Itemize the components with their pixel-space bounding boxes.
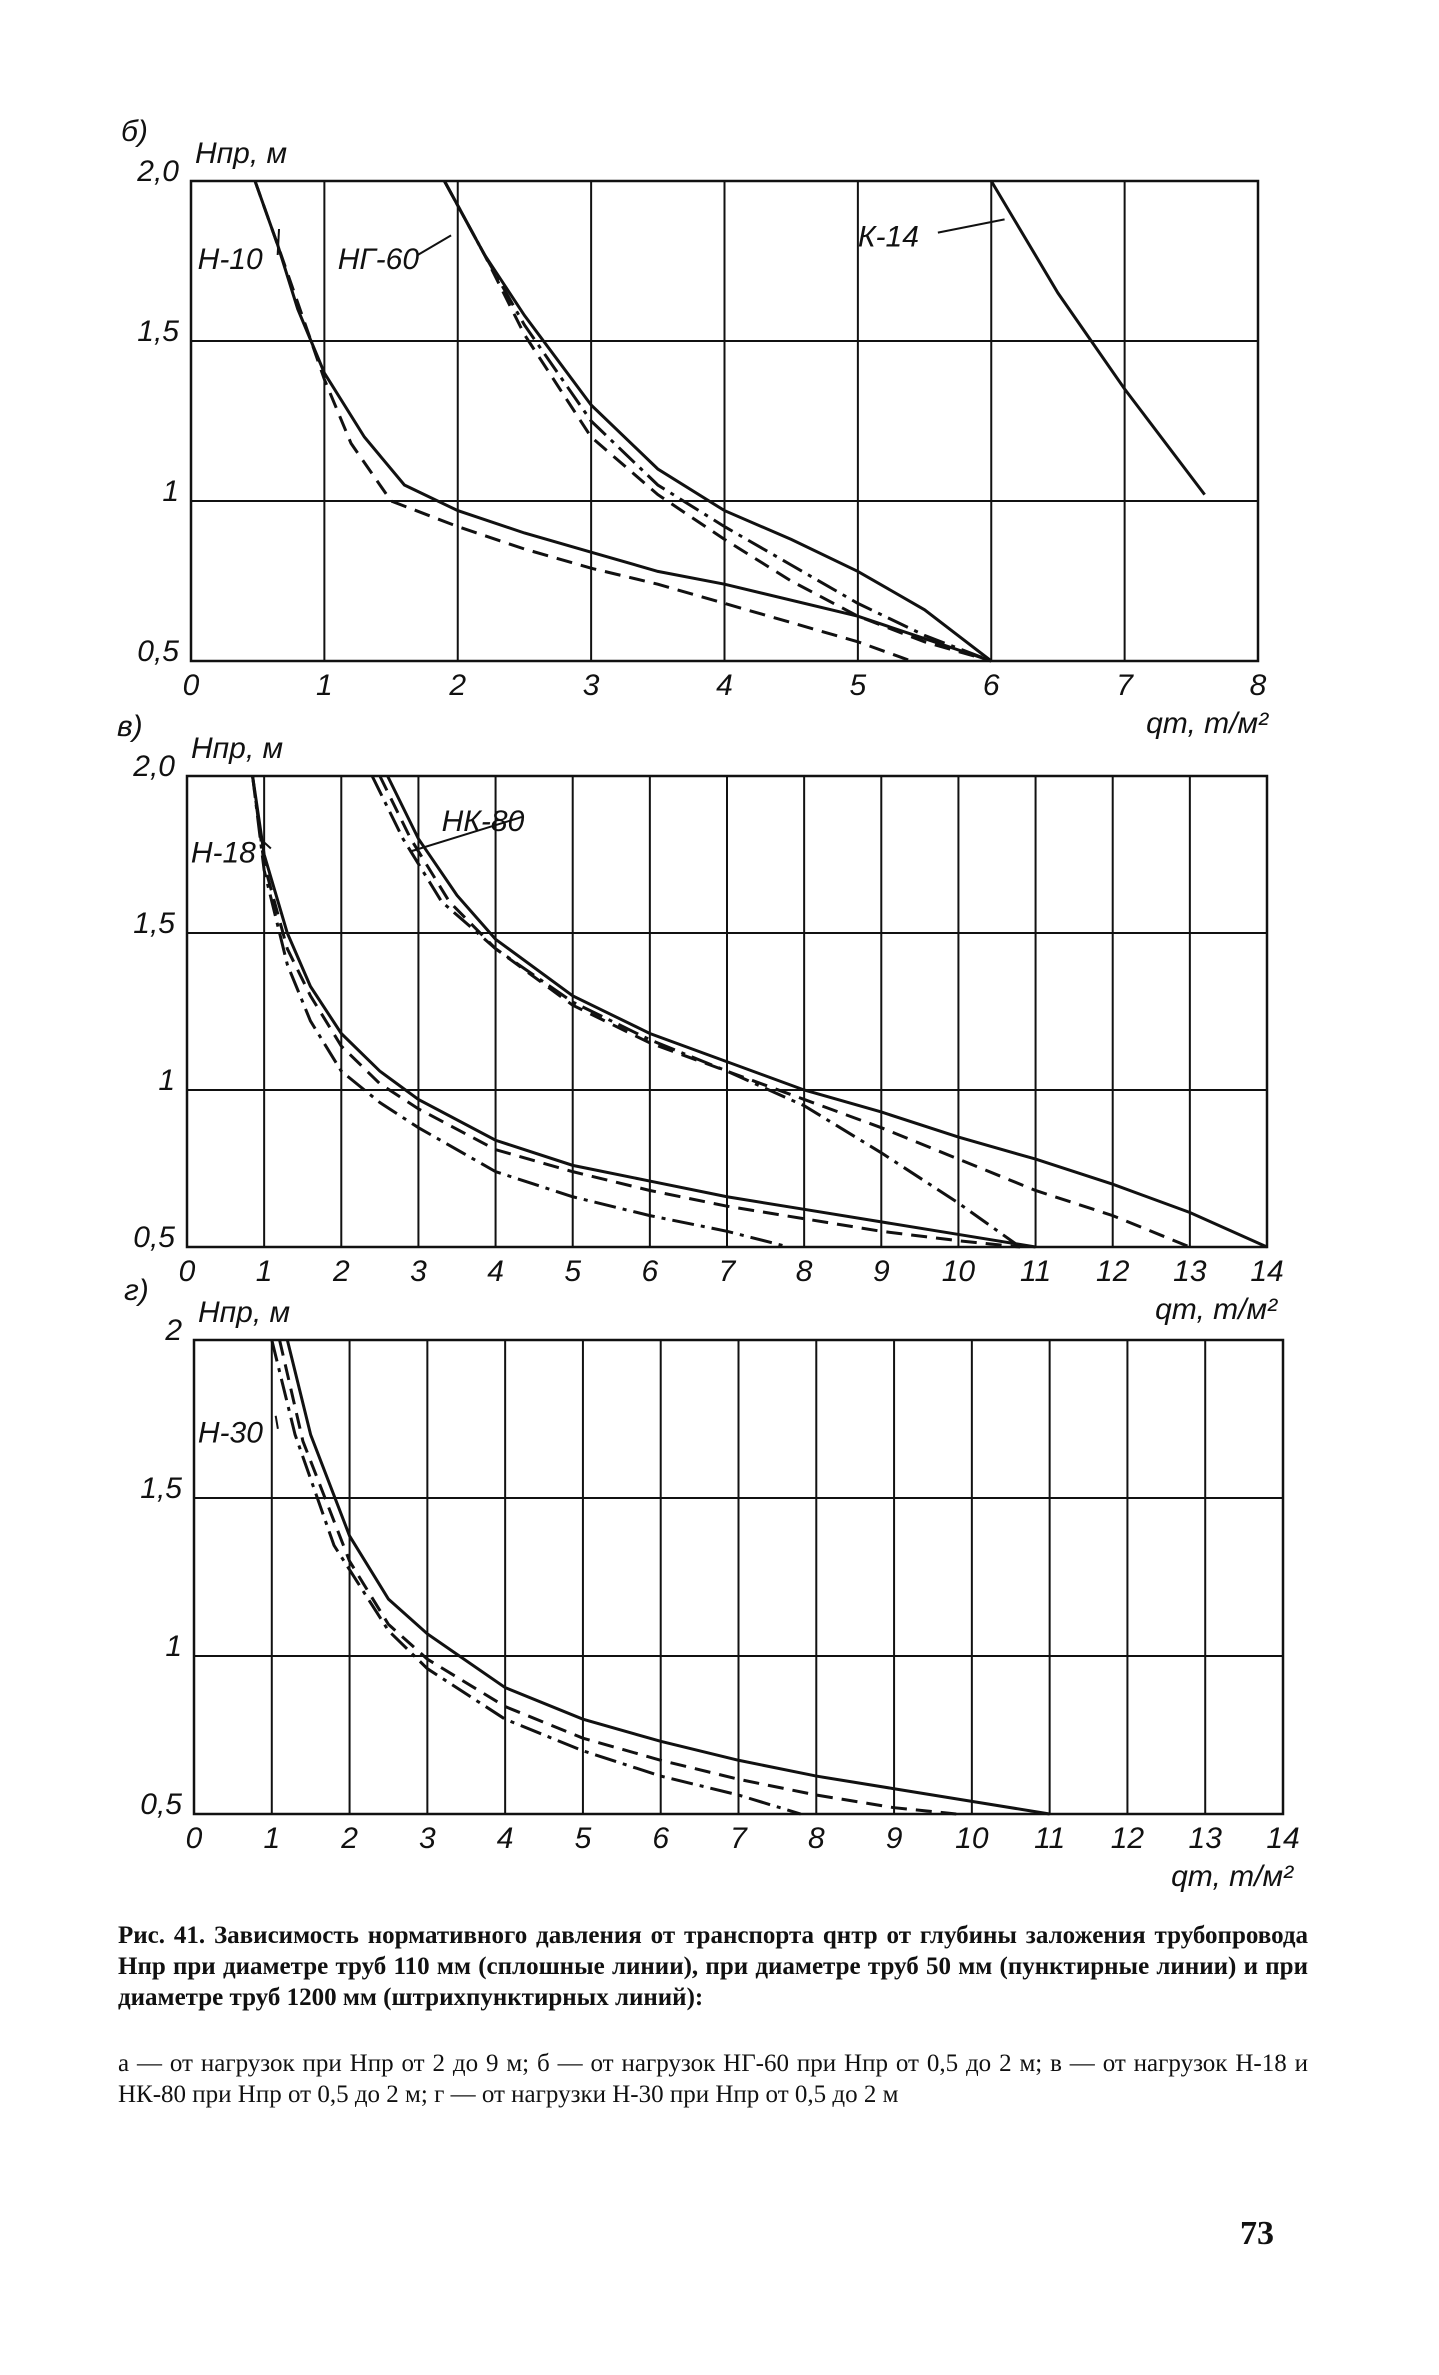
plot-frame	[192, 1338, 1285, 1816]
y-axis-label: Hпр, м	[195, 137, 287, 170]
curve	[378, 775, 1191, 1249]
leader-line	[937, 218, 1005, 234]
x-tick-label: 7	[730, 1822, 748, 1855]
x-axis-label: qт, т/м²	[1146, 707, 1269, 740]
curve	[253, 180, 992, 663]
curve	[989, 180, 1206, 496]
plot-frame	[189, 179, 1260, 663]
y-tick-label: 1	[162, 475, 179, 508]
leader-line	[410, 816, 522, 853]
x-tick-label: 4	[497, 1822, 514, 1855]
y-tick-label: 2,0	[136, 155, 179, 188]
x-tick-label: 12	[1111, 1822, 1145, 1855]
curve-label: К-14	[858, 221, 919, 254]
curve-label: НГ-60	[338, 243, 420, 276]
curve	[251, 775, 1036, 1249]
y-axis-label: Hпр, м	[198, 1296, 290, 1329]
y-tick-label: 1	[165, 1630, 182, 1663]
x-tick-label: 13	[1173, 1255, 1207, 1288]
x-tick-label: 13	[1189, 1822, 1223, 1855]
x-tick-label: 7	[1116, 669, 1134, 702]
leader-line	[259, 838, 272, 850]
curve	[285, 1339, 1050, 1816]
curve	[386, 775, 1268, 1249]
x-tick-label: 11	[1020, 1255, 1051, 1288]
x-tick-label: 6	[652, 1822, 669, 1855]
page-number: 73	[1240, 2215, 1274, 2252]
curve-label: НК-80	[442, 805, 525, 838]
curve	[443, 180, 992, 663]
x-tick-label: 8	[1250, 669, 1267, 702]
leader-line	[274, 1415, 279, 1429]
x-tick-label: 1	[263, 1822, 280, 1855]
curve-label: Н-18	[191, 836, 256, 869]
y-tick-label: 1,5	[133, 907, 175, 940]
y-tick-label: 0,5	[137, 635, 179, 668]
x-tick-label: 5	[575, 1822, 592, 1855]
x-tick-label: 3	[410, 1255, 427, 1288]
x-tick-label: 3	[583, 669, 600, 702]
x-tick-label: 8	[796, 1255, 813, 1288]
x-tick-label: 5	[564, 1255, 581, 1288]
x-tick-label: 8	[808, 1822, 825, 1855]
panel-label: б)	[121, 115, 148, 148]
curve	[270, 1339, 802, 1816]
curve-label: Н-30	[198, 1417, 263, 1450]
x-tick-label: 4	[487, 1255, 504, 1288]
x-tick-label: 10	[942, 1255, 976, 1288]
panel-label: г)	[124, 1274, 149, 1307]
x-tick-label: 6	[642, 1255, 659, 1288]
y-axis-label: Hпр, м	[191, 732, 283, 765]
x-tick-label: 1	[256, 1255, 273, 1288]
y-tick-label: 0,5	[133, 1221, 175, 1254]
curve	[251, 775, 1021, 1249]
curve	[370, 775, 1022, 1249]
y-tick-label: 1,5	[137, 315, 179, 348]
plot-frame	[185, 774, 1269, 1249]
leader-line	[276, 228, 281, 256]
x-tick-label: 12	[1096, 1255, 1130, 1288]
x-tick-label: 1	[316, 669, 333, 702]
curve	[278, 1339, 957, 1816]
x-tick-label: 9	[873, 1255, 890, 1288]
x-tick-label: 0	[179, 1255, 196, 1288]
curve-label: Н-10	[198, 243, 263, 276]
y-tick-label: 1,5	[140, 1472, 182, 1505]
curve	[443, 180, 992, 663]
curve	[253, 180, 912, 663]
x-tick-label: 10	[955, 1822, 989, 1855]
x-tick-label: 3	[419, 1822, 436, 1855]
x-tick-label: 5	[850, 669, 867, 702]
panel-label: в)	[117, 710, 143, 743]
y-tick-label: 0,5	[140, 1788, 182, 1821]
caption-title: Рис. 41. Зависимость нормативного давлен…	[118, 1922, 1308, 2011]
x-tick-label: 2	[340, 1822, 358, 1855]
x-tick-label: 7	[719, 1255, 737, 1288]
x-tick-label: 0	[183, 669, 200, 702]
y-tick-label: 2,0	[132, 750, 175, 783]
caption-text: а — от нагрузок при Hпр от 2 до 9 м; б —…	[118, 2050, 1308, 2108]
x-tick-label: 4	[716, 669, 733, 702]
x-tick-label: 2	[332, 1255, 350, 1288]
x-tick-label: 14	[1250, 1255, 1283, 1288]
x-tick-label: 11	[1034, 1822, 1065, 1855]
x-tick-label: 2	[448, 669, 466, 702]
x-tick-label: 6	[983, 669, 1000, 702]
x-axis-label: qт, т/м²	[1171, 1860, 1294, 1893]
curve	[443, 180, 993, 663]
y-tick-label: 2	[164, 1314, 182, 1347]
x-axis-label: qт, т/м²	[1155, 1293, 1278, 1326]
curve	[251, 775, 790, 1249]
x-tick-label: 0	[186, 1822, 203, 1855]
leader-line	[417, 234, 452, 256]
y-tick-label: 1	[158, 1064, 175, 1097]
x-tick-label: 9	[886, 1822, 903, 1855]
x-tick-label: 14	[1266, 1822, 1299, 1855]
